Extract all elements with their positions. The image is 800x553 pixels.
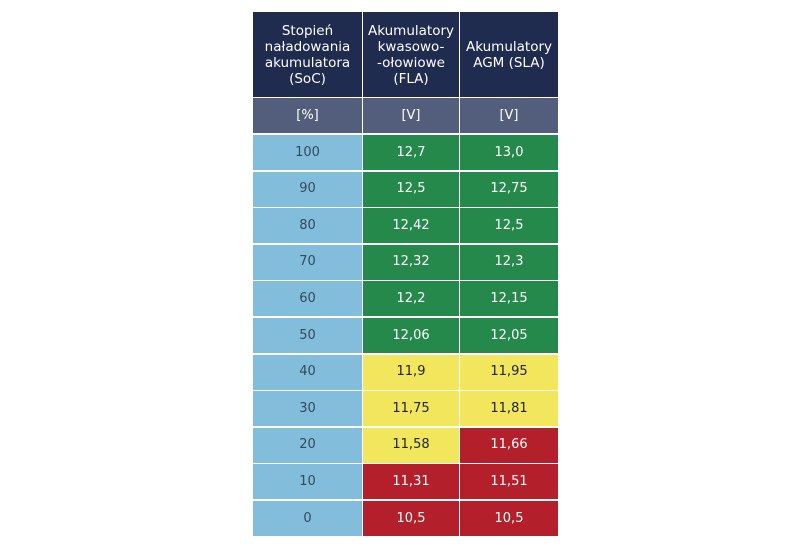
table-cell: 12,06	[363, 318, 459, 354]
table-cell: 11,66	[460, 427, 558, 463]
table-cell: 11,81	[460, 391, 558, 427]
table-cell: 70	[253, 244, 362, 280]
table-cell: 12,2	[363, 281, 459, 317]
table-cell: 12,15	[460, 281, 558, 317]
table-cell: 12,75	[460, 171, 558, 207]
table-cell: 10,5	[460, 501, 558, 537]
unit-cell: [V]	[460, 98, 558, 133]
table-cell: 12,32	[363, 244, 459, 280]
table-cell: 0	[253, 501, 362, 537]
table-cell: 11,51	[460, 464, 558, 500]
table-cell: 80	[253, 208, 362, 244]
table-cell: 60	[253, 281, 362, 317]
table-cell: 50	[253, 318, 362, 354]
table-cell: 12,42	[363, 208, 459, 244]
table-cell: 12,7	[363, 135, 459, 171]
table-cell: 12,5	[460, 208, 558, 244]
unit-cell: [%]	[253, 98, 362, 133]
header-cell: Akumulatory kwasowo- -ołowiowe (FLA)	[363, 12, 459, 97]
header-cell: Akumulatory AGM (SLA)	[460, 12, 558, 97]
table-cell: 11,95	[460, 354, 558, 390]
table-cell: 11,75	[363, 391, 459, 427]
table-cell: 90	[253, 171, 362, 207]
table: Stopień naładowania akumulatora (SoC) Aku…	[253, 12, 558, 538]
table-cell: 40	[253, 354, 362, 390]
table-cell: 10	[253, 464, 362, 500]
unit-cell: [V]	[363, 98, 459, 133]
table-cell: 30	[253, 391, 362, 427]
table-cell: 10,5	[363, 501, 459, 537]
header-cell: Stopień naładowania akumulatora (SoC)	[253, 12, 362, 97]
table-cell: 12,5	[363, 171, 459, 207]
table-cell: 12,3	[460, 244, 558, 280]
table-cell: 13,0	[460, 135, 558, 171]
table-cell: 11,31	[363, 464, 459, 500]
table-cell: 20	[253, 427, 362, 463]
table-cell: 12,05	[460, 318, 558, 354]
table-cell: 100	[253, 135, 362, 171]
table-cell: 11,58	[363, 427, 459, 463]
table-cell: 11,9	[363, 354, 459, 390]
